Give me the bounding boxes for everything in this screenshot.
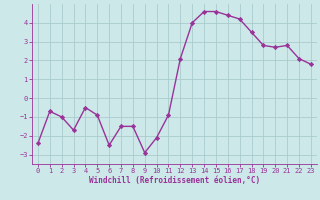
X-axis label: Windchill (Refroidissement éolien,°C): Windchill (Refroidissement éolien,°C) bbox=[89, 176, 260, 185]
